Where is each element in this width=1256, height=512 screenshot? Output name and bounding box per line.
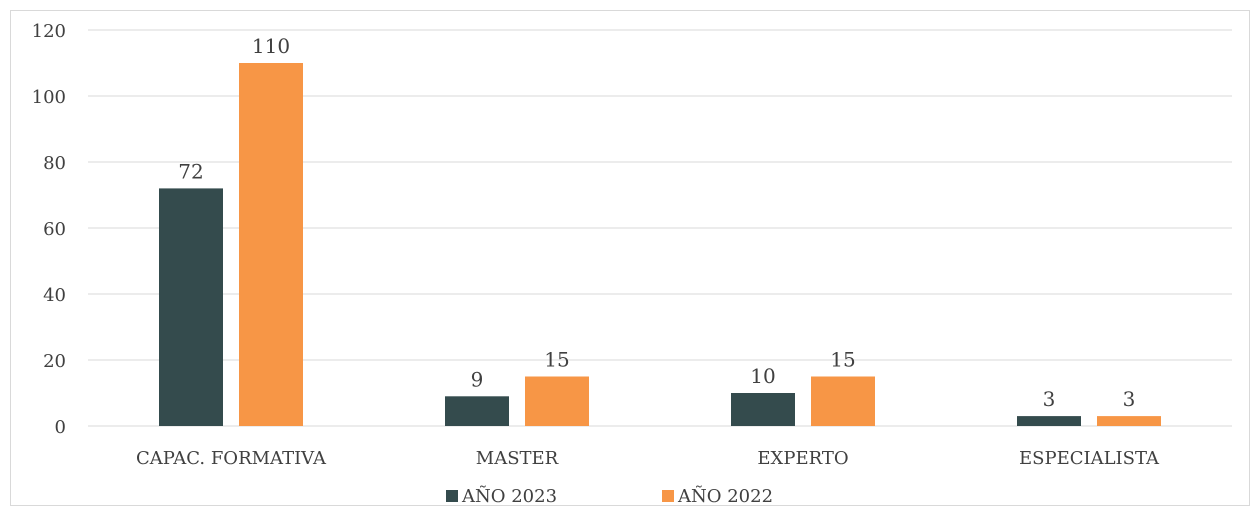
bar (1017, 416, 1081, 426)
data-label: 10 (750, 364, 775, 388)
y-tick-label: 120 (32, 21, 66, 42)
data-label: 72 (178, 159, 203, 183)
bar (525, 376, 589, 426)
data-label: 110 (252, 34, 290, 58)
bar (159, 188, 223, 426)
legend: AÑO 2023 AÑO 2022 (446, 484, 773, 507)
y-axis-tick-labels: 0 20 40 60 80 100 120 (32, 21, 66, 438)
y-tick-label: 60 (43, 219, 66, 240)
data-label: 3 (1123, 387, 1136, 411)
x-category-label: MASTER (476, 448, 559, 469)
bars (159, 63, 1161, 426)
data-labels: 72 110 9 15 10 15 3 3 (178, 34, 1135, 411)
bar (811, 376, 875, 426)
data-label: 15 (544, 348, 569, 372)
x-category-label: EXPERTO (757, 448, 848, 469)
y-tick-label: 20 (43, 351, 66, 372)
x-category-label: CAPAC. FORMATIVA (136, 448, 327, 469)
legend-swatch (662, 490, 674, 502)
bar (239, 63, 303, 426)
x-axis-category-labels: CAPAC. FORMATIVA MASTER EXPERTO ESPECIALIST… (136, 448, 1160, 469)
data-label: 3 (1043, 387, 1056, 411)
y-tick-label: 0 (55, 417, 66, 438)
x-category-label: ESPECIALISTA (1019, 448, 1160, 469)
bar (731, 393, 795, 426)
legend-label: AÑO 2023 (461, 484, 557, 507)
bar (445, 396, 509, 426)
bar (1097, 416, 1161, 426)
legend-swatch (446, 490, 458, 502)
data-label: 15 (830, 348, 855, 372)
y-tick-label: 100 (32, 87, 66, 108)
data-label: 9 (471, 367, 484, 391)
legend-label: AÑO 2022 (677, 484, 773, 507)
y-tick-label: 40 (43, 285, 66, 306)
y-tick-label: 80 (43, 153, 66, 174)
